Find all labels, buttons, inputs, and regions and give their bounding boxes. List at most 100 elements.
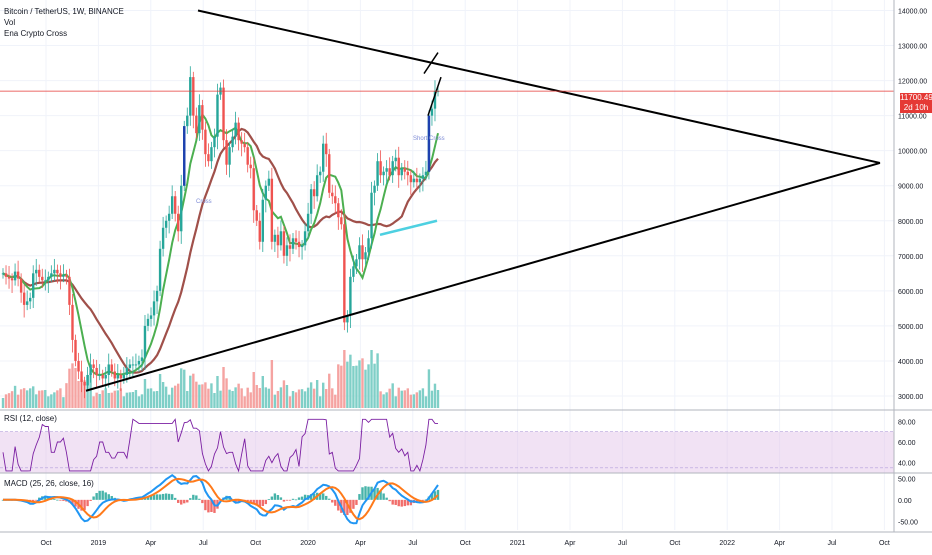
volume-bar [364, 369, 367, 408]
time-tick-label: 2021 [510, 540, 526, 547]
candle-body [149, 315, 153, 319]
volume-bar [140, 394, 144, 408]
rsi-label[interactable]: RSI (12, close) [4, 414, 57, 423]
candle-body [406, 171, 409, 176]
candle-body [343, 224, 346, 323]
candle-body [397, 157, 400, 176]
macd-histogram-bar [331, 499, 334, 503]
rsi-tick-label: 40.00 [898, 461, 916, 468]
volume-bar [228, 389, 231, 408]
indicator-label[interactable]: Ena Crypto Cross [4, 29, 68, 38]
macd-histogram-bar [297, 497, 301, 500]
volume-layer [1, 350, 440, 408]
candle-body [237, 122, 240, 141]
candle-body [340, 217, 343, 225]
volume-bar [325, 389, 328, 408]
price-tick-label: 10000.00 [898, 149, 927, 156]
macd-histogram-bar [261, 499, 264, 507]
volume-bar [397, 387, 400, 408]
volume-label[interactable]: Vol [4, 18, 16, 27]
volume-bar [74, 368, 77, 408]
candle-body [53, 269, 56, 274]
volume-bar [173, 385, 177, 408]
candle-body [391, 161, 394, 176]
macd-histogram-bar [294, 499, 298, 501]
price-tick-label: 9000.00 [898, 184, 923, 191]
candle-body [41, 276, 44, 281]
candle-body [204, 129, 207, 155]
volume-bar [65, 383, 68, 408]
rsi-tick-label: 80.00 [898, 419, 916, 426]
volume-bar [291, 391, 295, 408]
macd-pane [1, 473, 440, 525]
volume-bar [285, 385, 289, 408]
volume-bar [201, 384, 204, 408]
volume-bar [68, 368, 71, 408]
volume-bar [167, 394, 171, 408]
candle-body [355, 259, 358, 267]
macd-histogram-bar [95, 493, 98, 500]
candle-body [240, 140, 243, 144]
volume-bar [77, 381, 80, 408]
macd-histogram-bar [267, 499, 271, 500]
time-tick-label: Oct [41, 540, 52, 547]
macd-histogram-bar [173, 497, 177, 500]
macd-histogram-bar [80, 499, 83, 511]
volume-bar [412, 394, 416, 408]
macd-histogram-bar [146, 496, 150, 500]
volume-bar [95, 392, 98, 408]
rsi-band [0, 431, 894, 473]
candle-body [16, 271, 20, 279]
volume-bar [379, 391, 382, 408]
macd-histogram-bar [104, 492, 107, 500]
candle-body [361, 245, 364, 260]
volume-bar [418, 390, 422, 408]
candles-layer: Cross Short Cross [1, 66, 445, 399]
volume-bar [349, 354, 352, 408]
volume-bar [288, 396, 292, 408]
macd-histogram-bar [107, 494, 110, 500]
candle-body [198, 105, 201, 134]
macd-tick-label: -50.00 [898, 519, 918, 526]
macd-histogram-bar [346, 499, 349, 516]
volume-bar [189, 375, 192, 408]
time-tick-label: 2020 [300, 540, 316, 547]
candle-body [325, 143, 328, 155]
volume-bar [10, 391, 14, 408]
volume-bar [204, 382, 207, 408]
candle-body [385, 168, 388, 172]
candle-body [213, 136, 216, 148]
rsi-line [2, 418, 438, 473]
candle-body [294, 238, 298, 242]
macd-histogram-bar [110, 496, 113, 500]
time-tick-label: Jul [828, 540, 837, 547]
macd-histogram-bar [170, 494, 174, 500]
price-tick-label: 6000.00 [898, 289, 923, 296]
symbol-title[interactable]: Bitcoin / TetherUS, 1W, BINANCE [4, 7, 124, 16]
candle-body [128, 364, 132, 368]
volume-bar [125, 392, 129, 408]
volume-bar [382, 394, 385, 408]
volume-bar [312, 388, 316, 408]
candle-body [137, 360, 141, 365]
volume-bar [225, 378, 228, 408]
macd-label[interactable]: MACD (25, 26, close, 16) [4, 479, 94, 488]
candle-body [38, 269, 41, 277]
volume-bar [107, 393, 110, 408]
macd-histogram-bar [288, 499, 292, 501]
volume-bar [210, 383, 213, 408]
volume-bar [409, 394, 413, 408]
macd-histogram-bar [400, 499, 403, 507]
macd-histogram-bar [264, 499, 268, 505]
volume-bar [89, 373, 92, 408]
macd-histogram-bar [415, 499, 419, 503]
macd-histogram-bar [424, 499, 428, 501]
volume-bar [152, 391, 156, 408]
macd-histogram-bar [328, 498, 331, 500]
candle-body [433, 91, 437, 109]
candle-body [155, 290, 159, 302]
price-tick-label: 8000.00 [898, 219, 923, 226]
volume-bar [80, 379, 83, 408]
